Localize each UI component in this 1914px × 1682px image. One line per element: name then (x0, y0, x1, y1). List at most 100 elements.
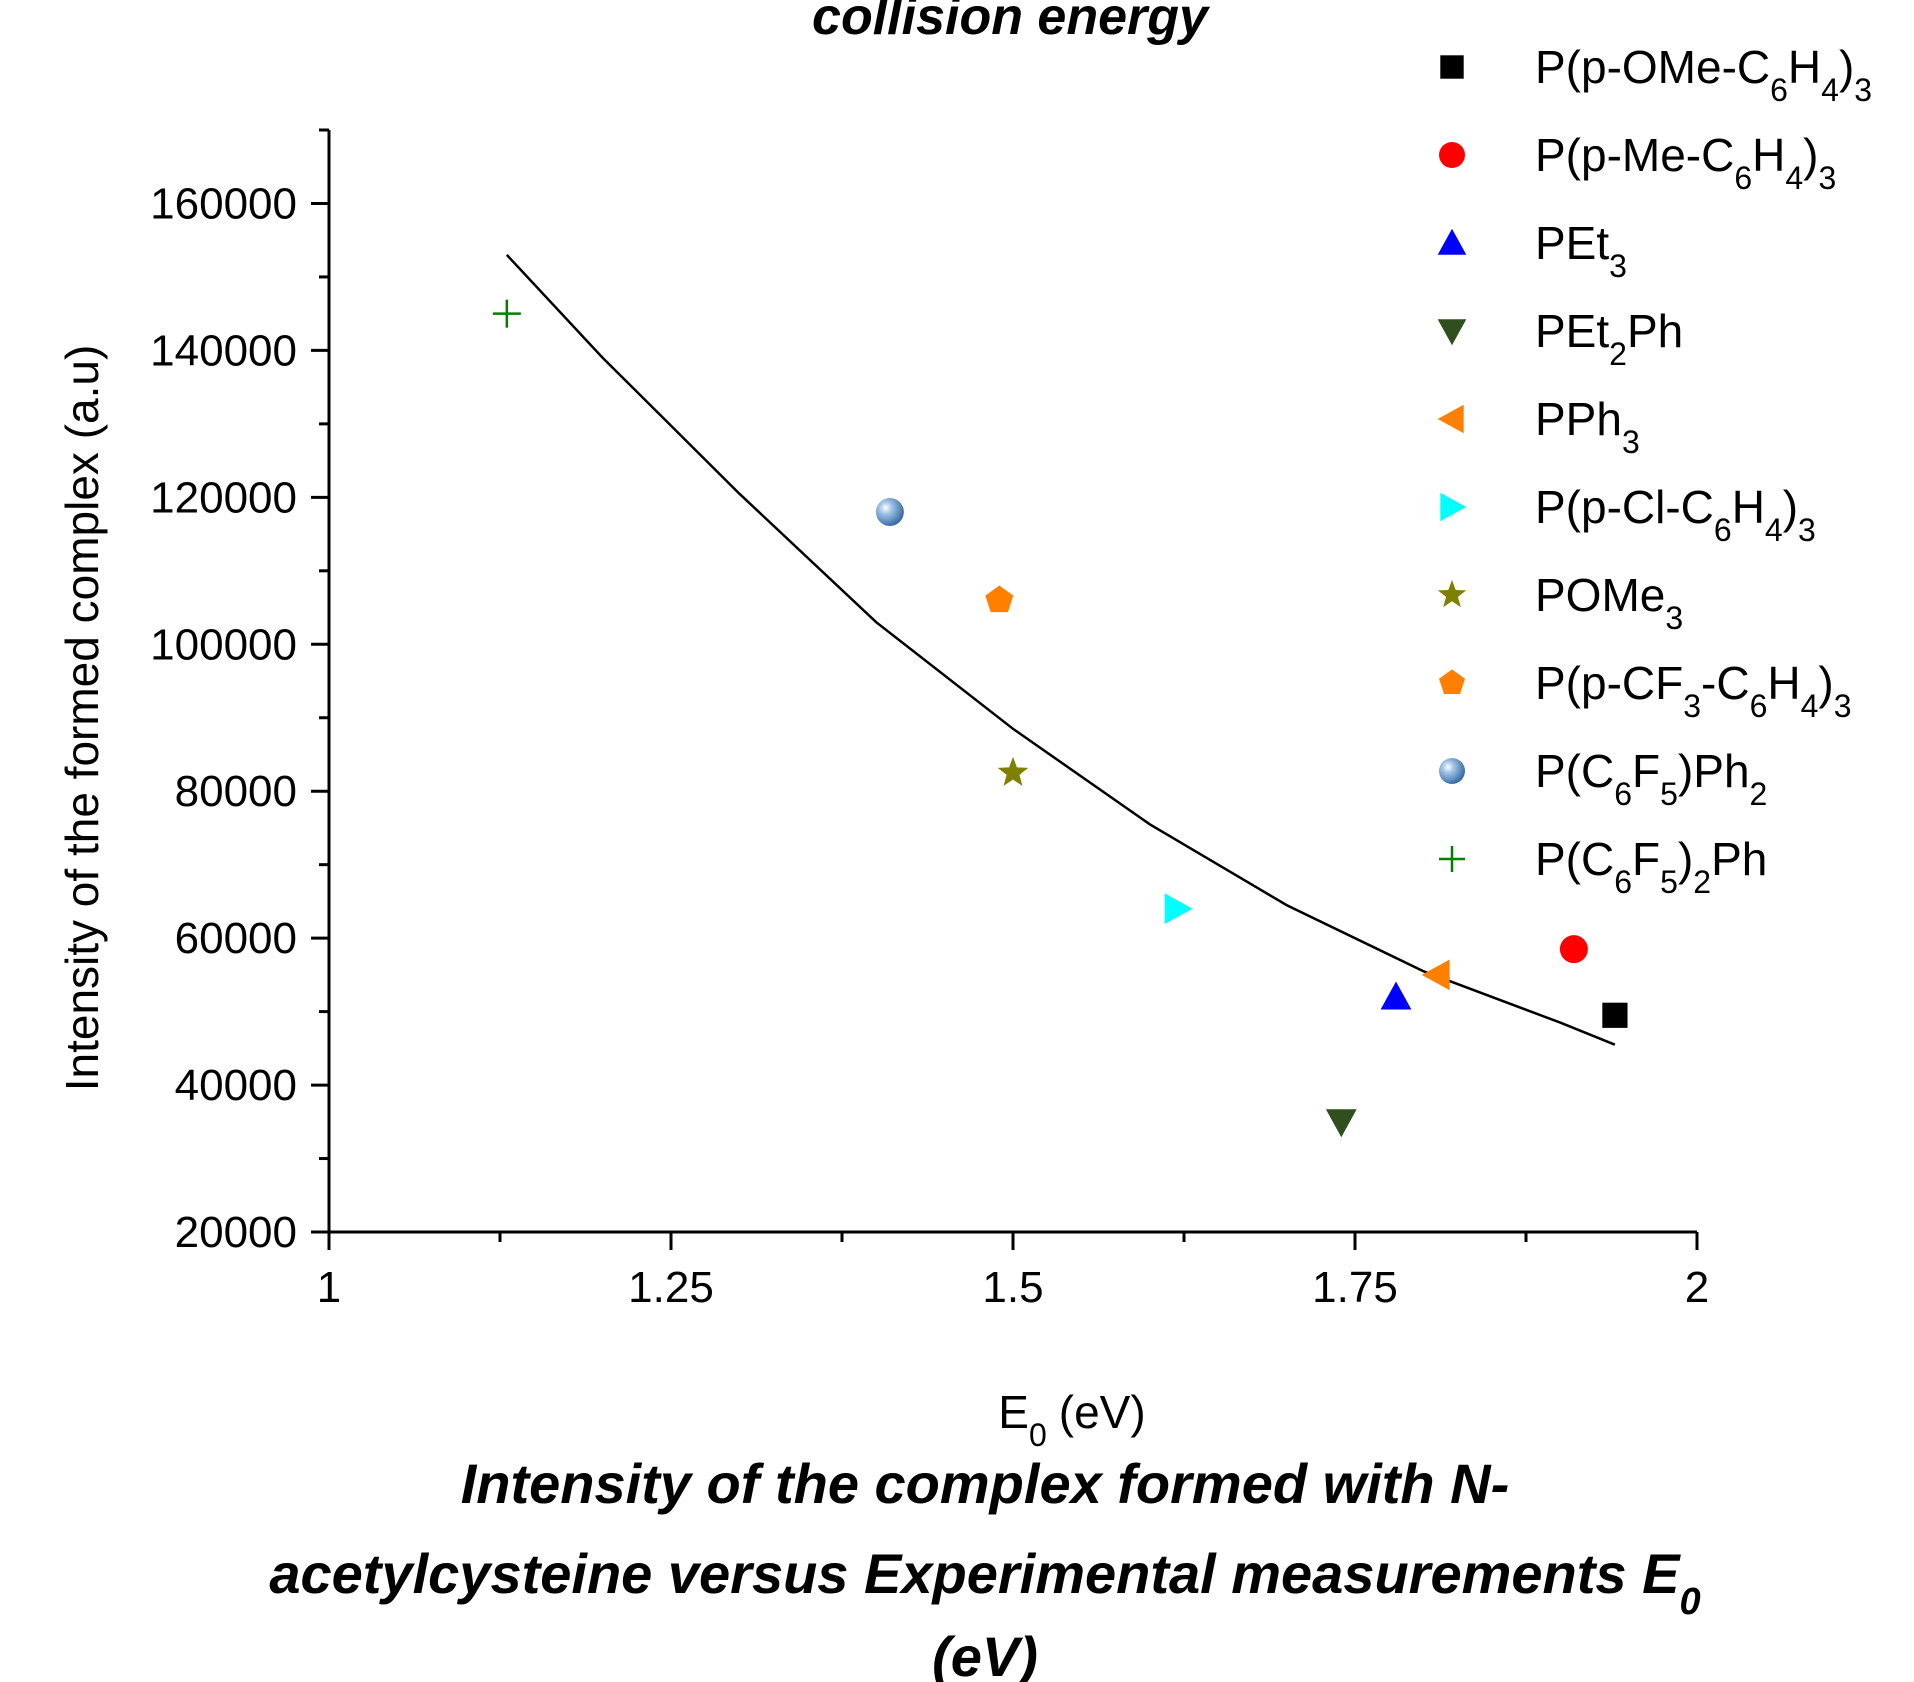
legend-label-text: F (1632, 745, 1660, 797)
marker-shape (1380, 981, 1412, 1010)
marker-shape (1437, 228, 1467, 255)
legend-label-text: PEt (1535, 217, 1609, 269)
legend-item: POMe3 (1437, 569, 1683, 636)
x-tick-label: 2 (1685, 1263, 1709, 1312)
legend-label-sub: 4 (1765, 512, 1783, 548)
legend-label: P(p-Cl-C6H4)3 (1535, 481, 1816, 548)
legend-item: P(p-OMe-C6H4)3 (1440, 41, 1872, 108)
data-point (1325, 1109, 1357, 1138)
x-tick-label: 1.5 (982, 1263, 1043, 1312)
legend-item: P(C6F5)Ph2 (1439, 745, 1767, 812)
legend-label: P(C6F5)Ph2 (1535, 745, 1767, 812)
legend-label-sub: 3 (1622, 424, 1640, 460)
legend-marker (1439, 142, 1465, 168)
figure-caption: Intensity of the complex formed with N- … (269, 1452, 1700, 1682)
data-point (1164, 893, 1193, 925)
legend-item: P(p-Me-C6H4)3 (1439, 129, 1836, 196)
legend-label-sub: 3 (1683, 688, 1701, 724)
y-axis-label: Intensity of the formed complex (a.u) (56, 345, 108, 1092)
legend-marker (1437, 228, 1467, 255)
legend-marker (1439, 669, 1465, 694)
data-point (1380, 981, 1412, 1010)
legend-label: POMe3 (1535, 569, 1683, 636)
legend-label: PEt2Ph (1535, 305, 1683, 372)
x-axis-label-symbol: E (998, 1386, 1029, 1438)
x-tick-label: 1 (317, 1263, 341, 1312)
marker-shape (1164, 893, 1193, 925)
legend-label-sub: 6 (1770, 72, 1788, 108)
marker-shape (985, 585, 1014, 613)
legend-label-text: Ph (1711, 833, 1767, 885)
marker-shape (1439, 142, 1465, 168)
x-axis-label-unit: (eV) (1059, 1386, 1146, 1438)
marker-shape (1325, 1109, 1357, 1138)
data-point (1559, 935, 1588, 964)
legend-label-text: -C (1701, 657, 1750, 709)
legend-label-sub: 2 (1693, 864, 1711, 900)
y-tick-label: 160000 (150, 179, 297, 228)
legend-label-sub: 5 (1660, 776, 1678, 812)
data-point (492, 299, 521, 328)
caption-line-2: acetylcysteine versus Experimental measu… (269, 1542, 1700, 1623)
legend-label-sub: 2 (1609, 336, 1627, 372)
legend-label-sub: 3 (1854, 72, 1872, 108)
legend-marker (1440, 492, 1467, 522)
legend-label-text: P(C (1535, 745, 1614, 797)
x-tick-label: 1.25 (628, 1263, 714, 1312)
y-tick-label: 20000 (175, 1208, 297, 1257)
legend-label-sub: 3 (1665, 600, 1683, 636)
legend-label-sub: 6 (1734, 160, 1752, 196)
plot-area: 1 1.25 1.5 1.75 2 20000 40000 60000 80000 100000 1… (150, 128, 1709, 1312)
legend-label-text: ) (1803, 129, 1818, 181)
legend-label-text: PPh (1535, 393, 1622, 445)
marker-shape (1439, 669, 1465, 694)
y-tick-label: 140000 (150, 326, 297, 375)
x-axis-label: E0 (eV) (998, 1386, 1145, 1453)
caption-line-1: Intensity of the complex formed with N- (461, 1452, 1510, 1515)
legend-label-text: P(p-Me-C (1535, 129, 1734, 181)
y-tick-label: 80000 (175, 767, 297, 816)
legend-label-text: P(p-CF (1535, 657, 1683, 709)
legend: P(p-OMe-C6H4)3P(p-Me-C6H4)3PEt3PEt2PhPPh… (1437, 41, 1872, 900)
legend-label-sub: 6 (1614, 776, 1632, 812)
marker-shape (1421, 959, 1450, 991)
data-point (875, 498, 904, 527)
legend-label-text: P(p-OMe-C (1535, 41, 1770, 93)
marker-shape (1440, 492, 1467, 522)
legend-label-text: PEt (1535, 305, 1609, 357)
marker-shape (997, 756, 1029, 786)
legend-label-text: F (1632, 833, 1660, 885)
legend-marker (1437, 404, 1464, 434)
legend-marker (1439, 758, 1465, 784)
legend-label: P(p-Me-C6H4)3 (1535, 129, 1836, 196)
x-axis-label-sub: 0 (1029, 1417, 1047, 1453)
data-point (1602, 1002, 1628, 1028)
legend-label-text: H (1732, 481, 1765, 533)
legend-marker (1437, 319, 1467, 346)
legend-item: PEt2Ph (1437, 305, 1683, 372)
marker-shape (1602, 1002, 1628, 1028)
marker-shape (1440, 55, 1464, 79)
legend-label-text: ) (1783, 481, 1798, 533)
legend-label-sub: 5 (1660, 864, 1678, 900)
legend-label: P(p-CF3-C6H4)3 (1535, 657, 1852, 724)
legend-label-text: ) (1839, 41, 1854, 93)
legend-label-sub: 4 (1785, 160, 1803, 196)
y-tick-label: 120000 (150, 473, 297, 522)
legend-marker (1439, 846, 1465, 872)
marker-shape (1437, 580, 1467, 608)
marker-shape (1439, 758, 1465, 784)
data-point (985, 585, 1014, 613)
legend-label: PEt3 (1535, 217, 1627, 284)
legend-label-sub: 6 (1614, 864, 1632, 900)
legend-label-text: P(C (1535, 833, 1614, 885)
fit-curve (505, 254, 1616, 1046)
caption-line-2-text: acetylcysteine versus Experimental measu… (269, 1542, 1681, 1605)
x-tick-label: 1.75 (1312, 1263, 1398, 1312)
legend-item: P(p-Cl-C6H4)3 (1440, 481, 1816, 548)
legend-label-text: ) (1818, 657, 1833, 709)
legend-label-sub: 3 (1798, 512, 1816, 548)
legend-label-sub: 6 (1750, 688, 1768, 724)
legend-label: P(C6F5)2Ph (1535, 833, 1767, 900)
